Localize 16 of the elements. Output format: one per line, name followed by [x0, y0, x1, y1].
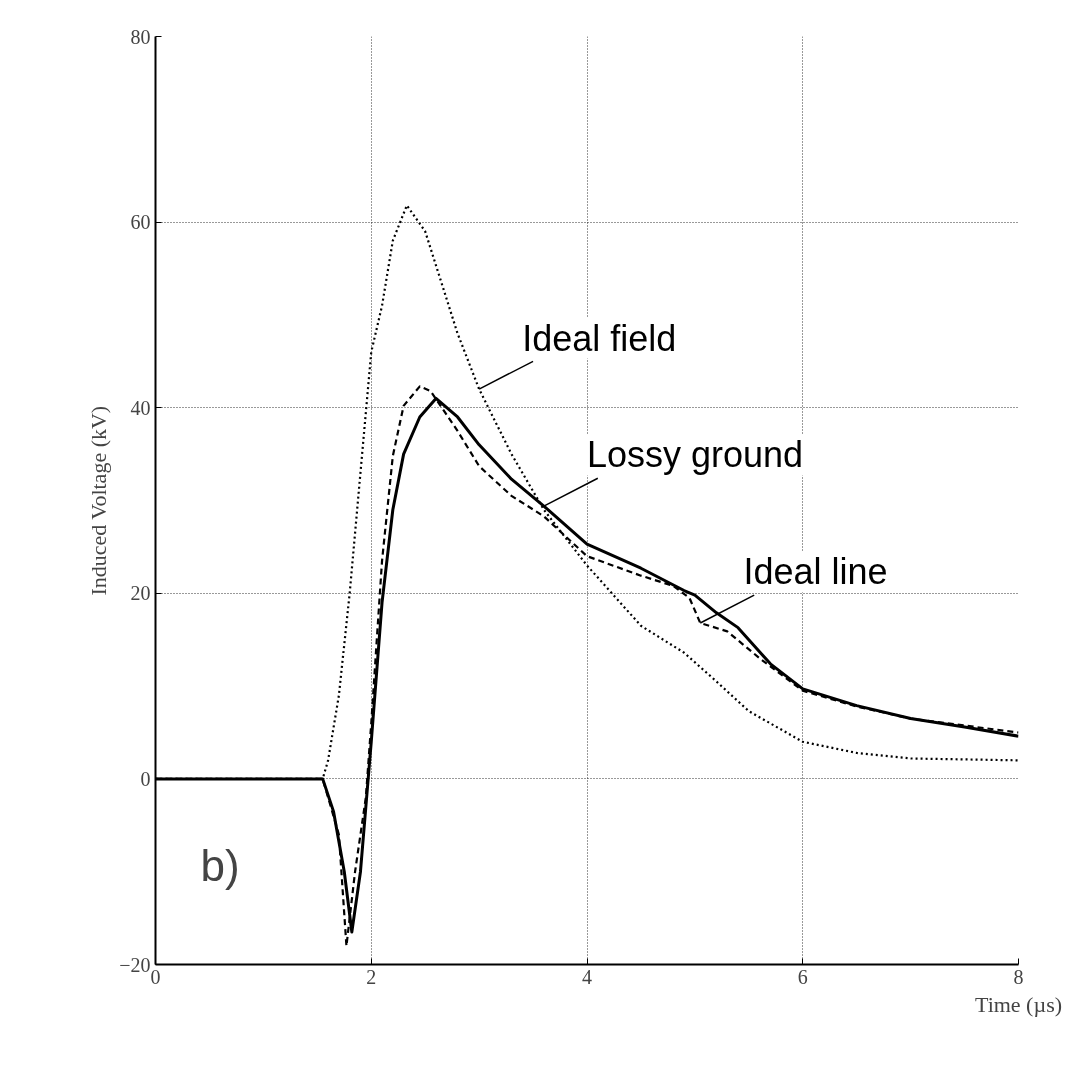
x-tick-label: 8 — [1013, 965, 1024, 988]
series-label: Ideal line — [743, 551, 888, 593]
x-axis-title: Time (µs) — [974, 991, 1063, 1017]
annotation: b) — [200, 840, 240, 890]
series-label: Ideal field — [522, 317, 677, 359]
y-tick-label: 0 — [140, 767, 151, 790]
series-label: Lossy ground — [587, 434, 804, 476]
x-tick-label: 4 — [582, 965, 592, 988]
y-tick-label: 40 — [130, 396, 151, 419]
y-tick-label: −20 — [119, 953, 151, 976]
x-tick-label: 6 — [797, 965, 808, 988]
y-tick-label: 80 — [130, 25, 151, 48]
x-tick-label: 2 — [366, 965, 377, 988]
y-tick-label: 60 — [130, 211, 151, 234]
y-axis-title: Induced Voltage (kV) — [86, 405, 112, 596]
y-tick-label: 20 — [130, 582, 151, 605]
